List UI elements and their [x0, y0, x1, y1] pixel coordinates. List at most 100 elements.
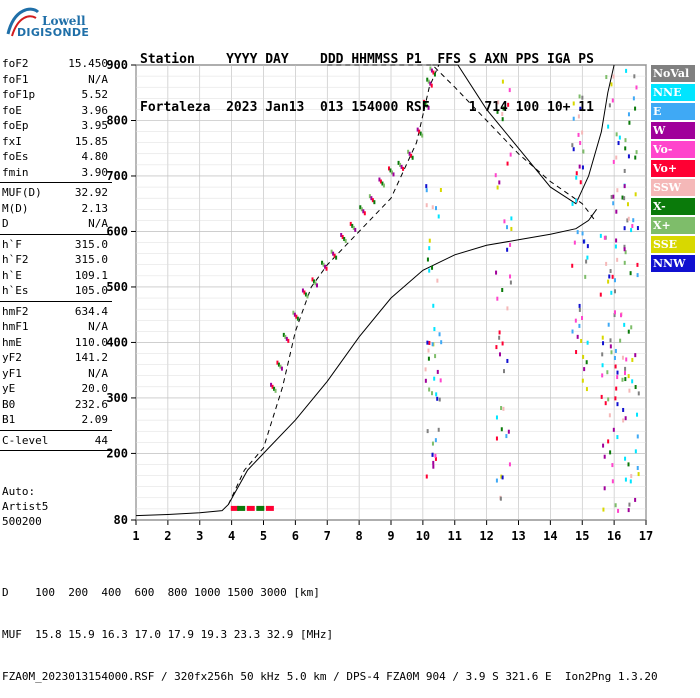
- echo-point: [360, 207, 363, 212]
- echo-point: [614, 289, 617, 294]
- echo-point: [622, 418, 625, 423]
- param-value: 2.13: [81, 201, 109, 215]
- echo-point: [580, 338, 583, 343]
- echo-point: [624, 146, 627, 151]
- echo-point: [627, 462, 630, 467]
- echo-point: [432, 303, 435, 308]
- profile-line: [327, 64, 596, 221]
- legend-item: Vo-: [651, 141, 695, 158]
- echo-point: [408, 151, 411, 156]
- echo-point: [411, 155, 414, 160]
- echo-point: [432, 70, 435, 75]
- echo-point: [624, 416, 627, 421]
- param-name: hmF2: [2, 304, 29, 318]
- es-echo-point: [265, 505, 274, 511]
- echo-point: [425, 184, 428, 189]
- echo-point: [437, 427, 440, 432]
- echo-point: [508, 462, 511, 467]
- echo-point: [495, 436, 498, 441]
- param-value: 110.0: [74, 335, 108, 349]
- echo-point: [611, 98, 614, 103]
- echo-point: [321, 260, 324, 265]
- echo-point: [428, 268, 431, 273]
- separator: [0, 300, 112, 302]
- echo-point: [612, 427, 615, 432]
- param-value: 20.0: [81, 382, 109, 395]
- echo-point: [608, 274, 611, 279]
- echo-point: [624, 138, 627, 143]
- param-name: B0: [2, 397, 16, 411]
- echo-point: [434, 206, 437, 211]
- echo-point: [503, 219, 506, 224]
- echo-point: [433, 376, 436, 381]
- echo-point: [625, 357, 628, 362]
- echo-point: [316, 283, 318, 288]
- echo-point: [434, 456, 437, 461]
- echo-point: [607, 124, 610, 129]
- echo-point: [502, 406, 505, 411]
- echo-point: [636, 262, 639, 267]
- echo-point: [428, 246, 431, 251]
- param-name: foF1: [2, 72, 29, 86]
- echo-point: [624, 250, 627, 255]
- echo-point: [438, 397, 441, 402]
- echo-point: [274, 388, 277, 393]
- echo-point: [501, 111, 504, 116]
- param-row: h`E 109.1: [0, 268, 112, 284]
- echo-point: [627, 508, 630, 513]
- echo-point: [349, 221, 352, 226]
- echo-point: [603, 454, 606, 459]
- echo-point: [627, 154, 630, 159]
- param-value: 15.85: [74, 134, 108, 148]
- param-row: hmE 110.0: [0, 335, 112, 351]
- param-name: h`E: [2, 268, 22, 282]
- echo-point: [607, 322, 610, 327]
- param-row: foF1p 5.52: [0, 87, 112, 103]
- echo-point: [285, 336, 288, 341]
- echo-point: [636, 273, 639, 278]
- echo-point: [610, 194, 613, 199]
- station-header: Station YYYY DAY DDD HHMMSS P1 FFS S AXN…: [140, 20, 594, 132]
- echo-point: [416, 127, 419, 132]
- y-tick-label: 500: [106, 280, 128, 294]
- separator: [0, 182, 112, 183]
- logo-swirl-icon: [6, 7, 40, 37]
- echo-point: [495, 415, 498, 420]
- echo-point: [499, 496, 502, 501]
- echo-point: [611, 274, 614, 279]
- echo-point: [431, 205, 434, 210]
- echo-point: [280, 366, 283, 371]
- echo-point: [612, 201, 615, 206]
- echo-point: [381, 181, 384, 186]
- param-row: h`Es 105.0: [0, 283, 112, 299]
- param-row: foF1 N/A: [0, 72, 112, 88]
- echo-point: [608, 413, 611, 418]
- echo-point: [628, 388, 631, 393]
- echo-point: [506, 225, 509, 230]
- param-value: 3.95: [81, 119, 109, 132]
- param-value: 5.52: [81, 88, 109, 101]
- echo-point: [583, 367, 586, 372]
- echo-point: [389, 168, 392, 173]
- echo-point: [437, 214, 440, 219]
- echo-point: [624, 377, 627, 382]
- autoscaling-info: Auto: Artist5 500200: [2, 484, 48, 529]
- echo-point: [427, 356, 430, 361]
- echo-point: [434, 354, 437, 359]
- echo-point: [429, 66, 432, 71]
- echo-point: [615, 386, 618, 391]
- legend-item: SSE: [651, 236, 695, 253]
- echo-point: [426, 257, 429, 262]
- param-name: B1: [2, 413, 16, 426]
- param-value: N/A: [88, 320, 108, 333]
- echo-point: [496, 109, 499, 114]
- x-tick-label: 6: [292, 529, 299, 543]
- echo-point: [271, 384, 274, 389]
- echo-point: [576, 230, 579, 235]
- x-tick-label: 2: [164, 529, 171, 543]
- echo-point: [330, 249, 333, 254]
- echo-point: [636, 226, 639, 231]
- echo-point: [306, 294, 309, 299]
- param-value: N/A: [88, 217, 108, 230]
- echo-point: [431, 391, 434, 396]
